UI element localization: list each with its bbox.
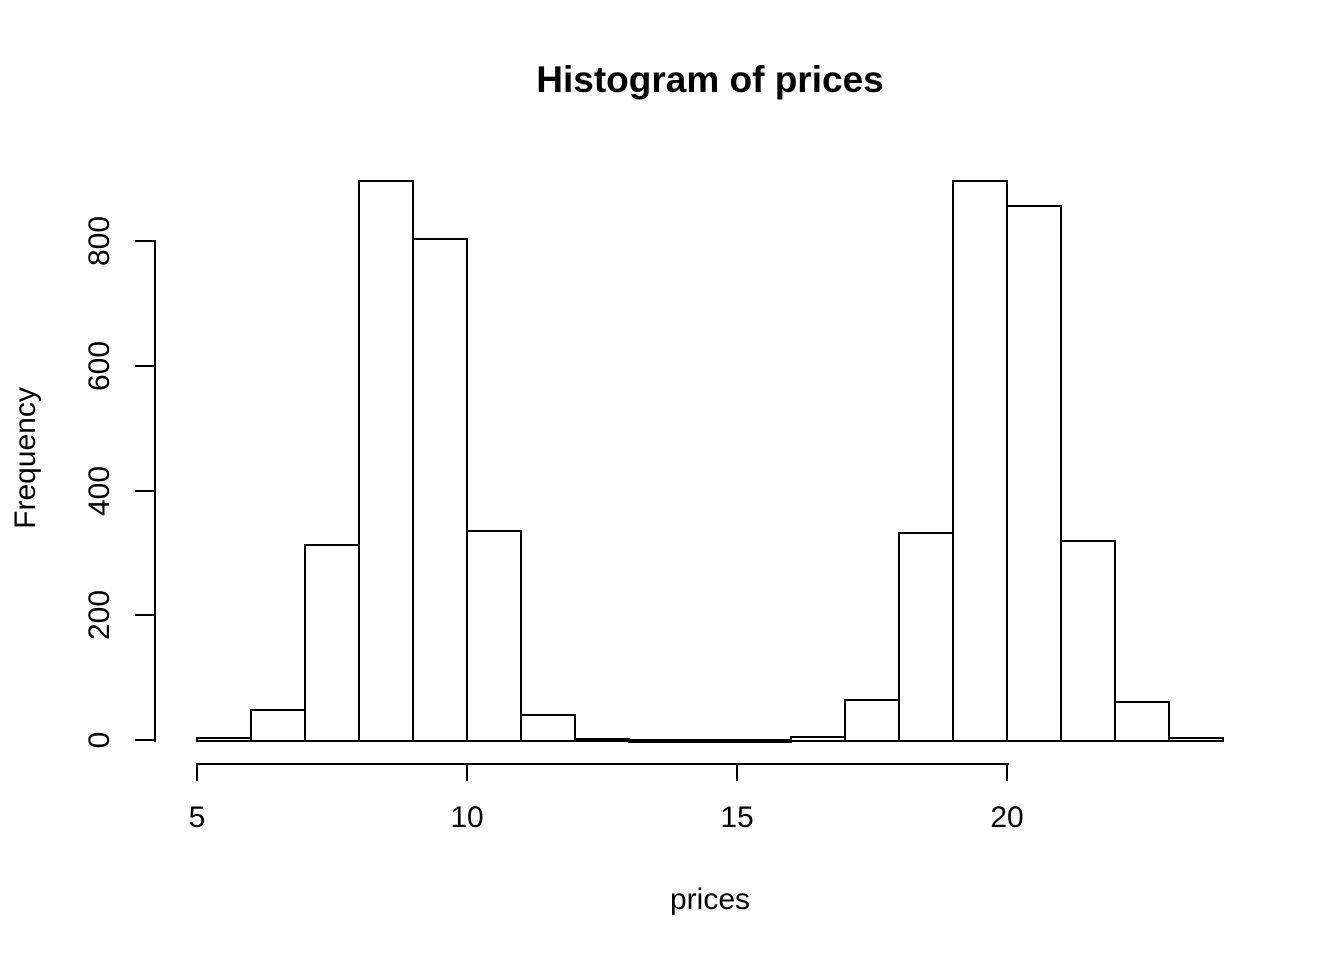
- x-axis-line: [196, 763, 1009, 765]
- histogram-bar: [250, 709, 306, 742]
- histogram-bar: [952, 180, 1008, 742]
- histogram-bar: [1168, 737, 1224, 742]
- chart-title: Histogram of prices: [536, 59, 884, 100]
- x-axis-tick: [736, 763, 738, 781]
- histogram-bar: [790, 736, 846, 742]
- histogram-bar: [736, 739, 792, 743]
- histogram-bar: [1006, 205, 1062, 742]
- x-axis-tick-label: 5: [188, 801, 206, 834]
- histogram-bar: [358, 180, 414, 742]
- y-axis-title: Frequency: [9, 387, 42, 529]
- y-axis-tick: [135, 614, 155, 616]
- histogram-bar: [196, 737, 252, 742]
- histogram-bar: [898, 532, 954, 742]
- y-axis-tick: [135, 240, 155, 242]
- x-axis-tick: [466, 763, 468, 781]
- histogram-bar: [520, 714, 576, 742]
- x-axis-tick-label: 20: [990, 801, 1024, 834]
- y-axis-tick-label: 0: [83, 731, 116, 749]
- x-axis-tick: [1006, 763, 1008, 781]
- y-axis-tick: [135, 490, 155, 492]
- y-axis-line: [154, 240, 156, 742]
- y-axis-tick-label: 200: [83, 589, 116, 641]
- histogram-bar: [574, 738, 630, 742]
- histogram-bar: [412, 238, 468, 742]
- histogram-bar: [1114, 701, 1170, 742]
- histogram-bar: [466, 530, 522, 742]
- x-axis-title: prices: [669, 883, 751, 916]
- histogram-bar: [304, 544, 360, 742]
- x-axis-tick: [196, 763, 198, 781]
- histogram-bar: [628, 739, 684, 743]
- y-axis-tick-label: 800: [83, 215, 116, 267]
- x-axis-tick-label: 15: [720, 801, 754, 834]
- y-axis-tick: [135, 365, 155, 367]
- histogram-bar: [844, 699, 900, 742]
- histogram-bar: [682, 739, 738, 743]
- y-axis-tick: [135, 739, 155, 741]
- y-axis-tick-label: 400: [83, 465, 116, 517]
- y-axis-tick-label: 600: [83, 340, 116, 392]
- histogram-bar: [1060, 540, 1116, 742]
- x-axis-tick-label: 10: [450, 801, 484, 834]
